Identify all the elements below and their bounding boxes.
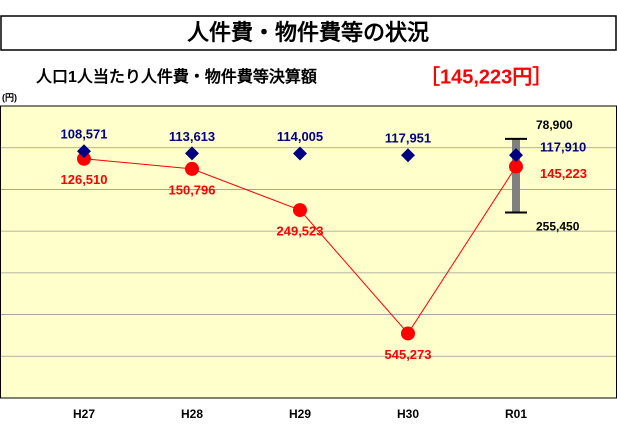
highlight: ［145,223円］ [420, 64, 552, 88]
chart-title: 人件費・物件費等の状況 [187, 20, 429, 45]
point [185, 146, 199, 161]
data-label: 126,510 [61, 172, 108, 187]
range-label: 255,450 [536, 220, 580, 234]
point [77, 144, 91, 159]
data-label: 114,005 [277, 129, 323, 144]
data-label: 108,571 [61, 127, 108, 142]
data-label: 117,951 [385, 131, 431, 146]
y-unit: (円) [2, 92, 17, 102]
point [293, 203, 307, 218]
x-tick-label: H28 [181, 407, 203, 421]
point [509, 159, 523, 174]
point [509, 148, 523, 163]
x-tick-label: H30 [397, 407, 419, 421]
data-label: 145,223 [540, 166, 587, 181]
x-tick-label: R01 [505, 407, 527, 421]
data-label: 249,523 [277, 224, 324, 239]
data-label: 545,273 [385, 347, 432, 362]
plot-area [0, 105, 617, 399]
chart-subtitle: 人口1人当たり人件費・物件費等決算額 [36, 67, 317, 86]
x-tick-label: H27 [73, 407, 95, 421]
data-label: 150,796 [169, 182, 216, 197]
data-label: 117,910 [540, 140, 586, 155]
point [293, 146, 307, 161]
point [401, 326, 415, 341]
data-label: 113,613 [169, 129, 215, 144]
point [185, 161, 199, 176]
point [77, 151, 91, 166]
range-bar [512, 138, 520, 213]
range-label: 78,900 [536, 118, 573, 132]
title-box [0, 15, 617, 51]
x-tick-label: H29 [289, 407, 311, 421]
point [401, 148, 415, 163]
